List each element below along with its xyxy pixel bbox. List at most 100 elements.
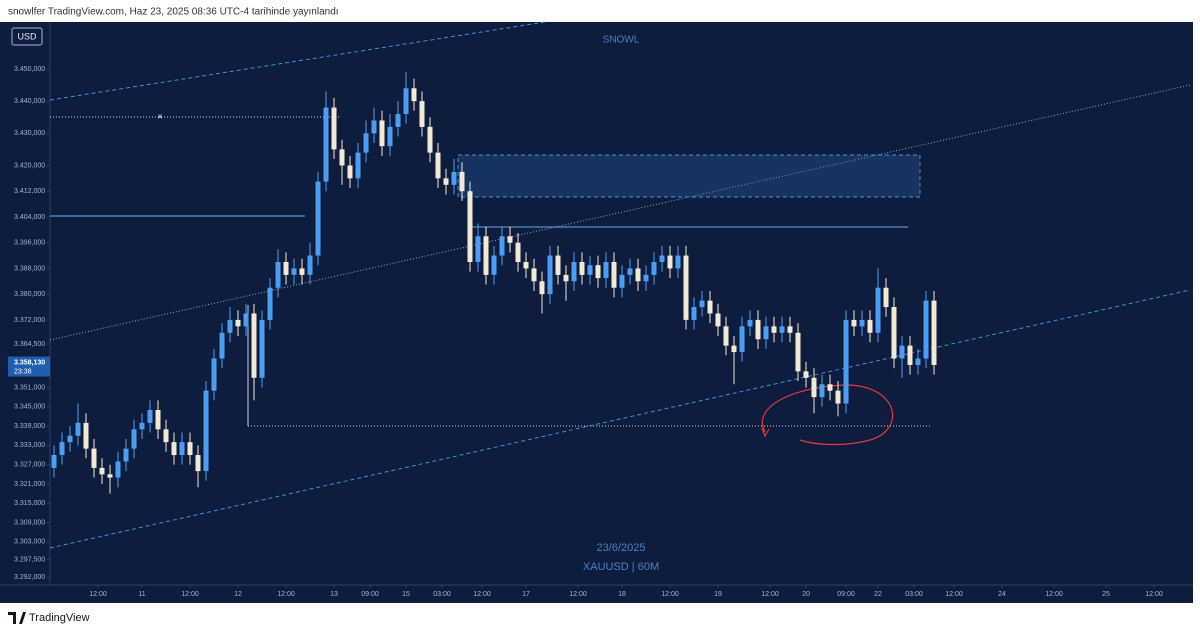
y-tick-label: 3.420,000 [14, 162, 45, 169]
candle-body [259, 319, 265, 378]
candle-body [331, 107, 337, 150]
candle-body [707, 300, 713, 314]
candle-body [227, 319, 233, 333]
x-tick-label: 15 [402, 591, 410, 598]
candle-body [915, 358, 921, 365]
candle-body [435, 152, 441, 179]
candle-body [627, 268, 633, 275]
candle-body [867, 319, 873, 333]
x-tick-label: 12:00 [473, 591, 491, 598]
x-tick-label: 12:00 [1045, 591, 1063, 598]
candle-body [531, 268, 537, 282]
candle-body [75, 422, 81, 436]
x-tick-label: 12:00 [661, 591, 679, 598]
candle-body [491, 255, 497, 275]
candle-body [763, 326, 769, 340]
candle-body [691, 307, 697, 320]
channel-lower [49, 289, 1191, 549]
candle-body [723, 326, 729, 346]
y-tick-label: 3.321,000 [14, 481, 45, 488]
candle-body [139, 422, 145, 430]
candle-body [115, 461, 121, 478]
y-tick-label: 3.351,000 [14, 384, 45, 391]
candle-body [643, 274, 649, 282]
candle-body [299, 268, 305, 275]
candle-body [699, 300, 705, 308]
candle-body [499, 236, 505, 256]
candle-body [411, 88, 417, 102]
currency-button[interactable] [11, 27, 43, 46]
y-tick-label: 3.327,000 [14, 462, 45, 469]
candle-body [171, 442, 177, 456]
last-price-box [8, 356, 50, 377]
y-tick-label: 3.396,000 [14, 240, 45, 247]
candle-body [731, 345, 737, 353]
zone-box [457, 154, 921, 198]
drawings: × [49, 21, 1191, 549]
x-tick-label: 20 [802, 591, 810, 598]
candle-body [347, 165, 353, 179]
y-tick-label: 3.315,000 [14, 500, 45, 507]
y-tick-label: 3.309,000 [14, 519, 45, 526]
candle-body [323, 107, 329, 182]
candle-body [907, 345, 913, 365]
candle-body [187, 442, 193, 456]
candle-body [275, 261, 281, 288]
candle-body [451, 171, 457, 185]
candle-body [459, 171, 465, 192]
x-tick-label: 11 [138, 591, 145, 598]
y-tick-label: 3.404,000 [14, 214, 45, 221]
candle-body [899, 345, 905, 359]
candle-body [635, 268, 641, 282]
candle-body [427, 126, 433, 153]
candle-body [779, 326, 785, 333]
candle-body [859, 319, 865, 327]
candle-body [83, 422, 89, 449]
candle-body [571, 261, 577, 282]
candle-body [219, 332, 225, 359]
candle-body [547, 255, 553, 295]
currency-label[interactable]: USD [17, 31, 37, 41]
candle-body [387, 126, 393, 147]
candle-body [483, 236, 489, 275]
candle-body [211, 358, 217, 391]
candle-body [619, 274, 625, 288]
last-price-label: 3.358,130 [14, 359, 45, 366]
header: snowlfer TradingView.com, Haz 23, 2025 0… [8, 7, 339, 18]
y-tick-label: 3.297,500 [14, 556, 45, 563]
candle-body [875, 287, 881, 333]
y-tick-label: 3.364,500 [14, 341, 45, 348]
candle-body [267, 287, 273, 320]
candle-body [771, 326, 777, 333]
x-tick-label: 03:00 [433, 591, 451, 598]
candle-body [851, 319, 857, 327]
cross-marker: × [157, 111, 162, 121]
x-tick-label: 12:00 [569, 591, 587, 598]
y-tick-label: 3.333,000 [14, 442, 45, 449]
candle-body [131, 429, 137, 449]
x-tick-label: 17 [522, 591, 530, 598]
candle-body [107, 474, 113, 478]
candle-body [923, 300, 929, 359]
footer: TradingView [8, 612, 90, 624]
candle-body [595, 265, 601, 279]
y-tick-label: 3.303,000 [14, 539, 45, 546]
candle-body [203, 390, 209, 472]
y-tick-label: 3.440,000 [14, 98, 45, 105]
candle-body [539, 281, 545, 295]
candle-body [579, 261, 585, 275]
candle-body [395, 114, 401, 127]
x-tick-label: 13 [330, 591, 338, 598]
highlight-curve [761, 384, 894, 446]
candle-body [843, 319, 849, 404]
candle-body [467, 191, 473, 262]
candle-body [307, 255, 313, 275]
candle-body [739, 326, 745, 353]
candle-body [507, 236, 513, 243]
candle-body [611, 261, 617, 288]
x-tick-label: 25 [1102, 591, 1110, 598]
candle-body [67, 435, 73, 443]
candle-body [819, 384, 825, 398]
candle-body [883, 287, 889, 308]
